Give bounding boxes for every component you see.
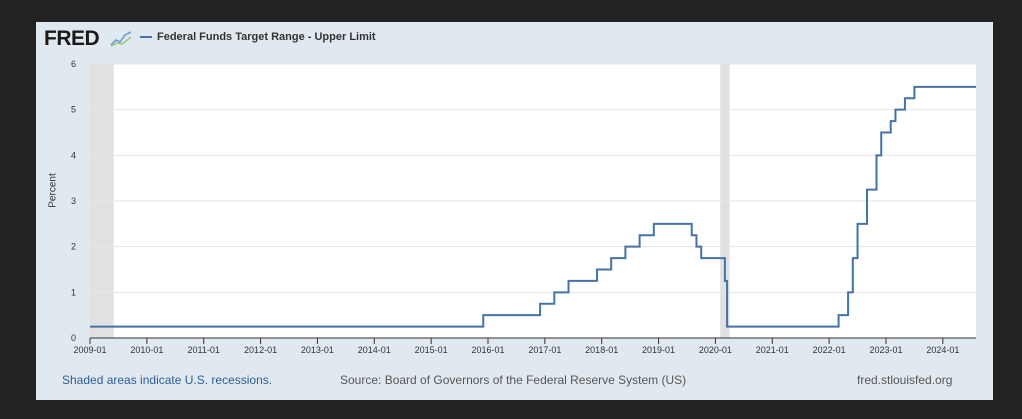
legend-swatch: [140, 36, 152, 38]
y-tick-label: 4: [71, 150, 76, 160]
legend[interactable]: Federal Funds Target Range - Upper Limit: [140, 31, 376, 43]
fred-chart-icon: [110, 30, 132, 47]
recession-note: Shaded areas indicate U.S. recessions.: [62, 373, 273, 387]
x-tick-label: 2010-01: [130, 345, 163, 355]
y-tick-label: 5: [71, 105, 76, 115]
x-tick-label: 2012-01: [244, 345, 277, 355]
x-tick-label: 2019-01: [642, 345, 675, 355]
series-line: [90, 85, 976, 328]
x-tick-label: 2014-01: [358, 345, 391, 355]
fred-logo[interactable]: FRED: [44, 27, 100, 50]
x-tick-label: 2009-01: [73, 345, 106, 355]
x-tick-label: 2022-01: [813, 345, 846, 355]
site-link[interactable]: fred.stlouisfed.org: [857, 373, 953, 387]
y-tick-label: 1: [71, 287, 76, 297]
x-tick-label: 2021-01: [756, 345, 789, 355]
x-tick-label: 2013-01: [301, 345, 334, 355]
y-tick-label: 6: [71, 59, 76, 69]
x-tick-label: 2023-01: [869, 345, 902, 355]
y-tick-label: 3: [71, 196, 76, 206]
x-tick-label: 2011-01: [188, 345, 220, 355]
x-tick-label: 2015-01: [415, 345, 448, 355]
y-tick-label: 2: [71, 242, 76, 252]
x-tick-label: 2017-01: [528, 345, 561, 355]
y-tick-label: 0: [71, 333, 76, 343]
x-tick-label: 2018-01: [585, 345, 618, 355]
source-text: Source: Board of Governors of the Federa…: [340, 373, 687, 387]
x-tick-label: 2016-01: [471, 345, 504, 355]
x-tick-label: 2024-01: [926, 345, 959, 355]
legend-series-name: Federal Funds Target Range - Upper Limit: [157, 31, 376, 43]
x-tick-label: 2020-01: [699, 345, 732, 355]
